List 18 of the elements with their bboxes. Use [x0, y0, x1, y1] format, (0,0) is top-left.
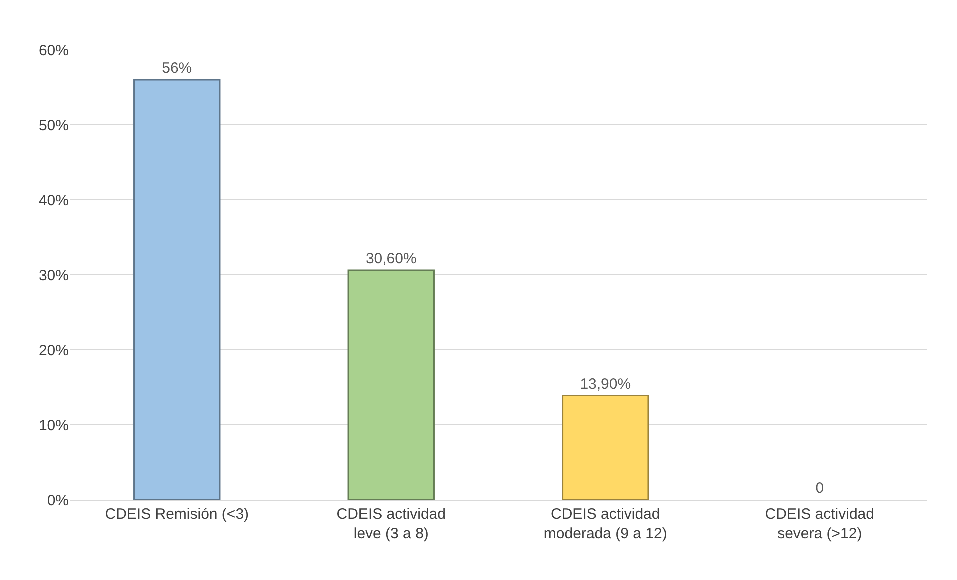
data-label: 13,90%: [580, 376, 632, 393]
x-tick-label: CDEIS actividad moderada (9 a 12): [544, 506, 668, 542]
bar: [562, 395, 650, 500]
y-tick-label: 30%: [38, 267, 69, 284]
y-tick-label: 0%: [47, 492, 69, 510]
data-label: 0: [816, 480, 824, 497]
y-tick-label: 50%: [38, 117, 69, 134]
y-tick-label: 60%: [38, 42, 69, 60]
y-tick-label: 10%: [38, 417, 69, 434]
x-tick-label: CDEIS actividad leve (3 a 8): [336, 506, 446, 542]
data-label: 56%: [162, 60, 192, 77]
x-tick-label: CDEIS Remisión (<3): [105, 506, 250, 523]
y-tick-label: 20%: [38, 342, 69, 360]
y-tick-label: 40%: [38, 192, 69, 210]
x-tick-label: CDEIS actividad severa (>12): [765, 506, 874, 542]
bar: [348, 270, 435, 500]
data-label: 30,60%: [366, 250, 417, 268]
bar: [134, 79, 221, 500]
